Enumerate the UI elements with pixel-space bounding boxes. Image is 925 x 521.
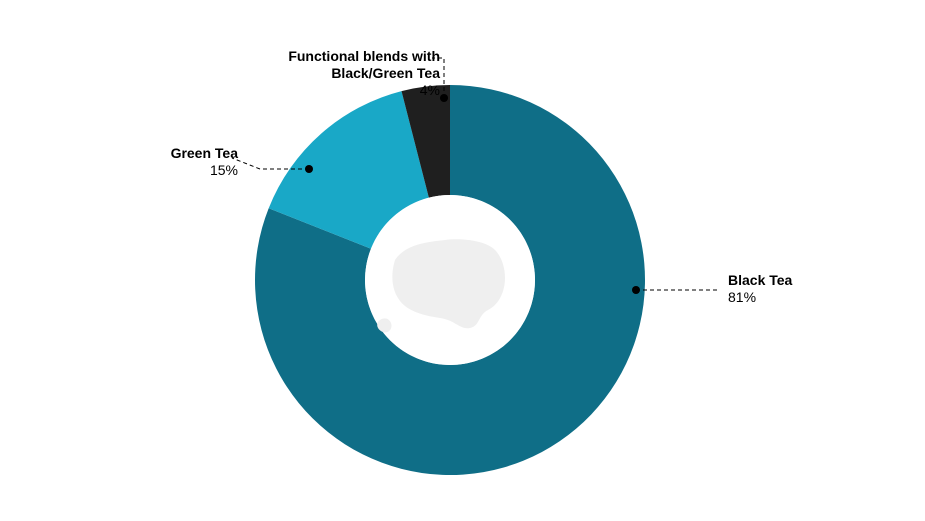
label-blends-text2: Black/Green Tea [280, 65, 440, 82]
label-blends: Functional blends with Black/Green Tea 4… [280, 48, 440, 98]
leader-dot-blends [440, 94, 448, 102]
label-black-text: Black Tea [728, 272, 792, 289]
chart-stage: Black Tea 81% Green Tea 15% Functional b… [0, 0, 925, 521]
label-green-pct: 15% [148, 162, 238, 179]
label-black-pct: 81% [728, 289, 792, 306]
donut-chart [0, 0, 925, 521]
label-blends-pct: 4% [280, 82, 440, 99]
label-blends-text1: Functional blends with [280, 48, 440, 65]
label-black: Black Tea 81% [728, 272, 792, 306]
label-green: Green Tea 15% [148, 145, 238, 179]
leader-dot-green [305, 165, 313, 173]
leader-dot-black [632, 286, 640, 294]
label-green-text: Green Tea [148, 145, 238, 162]
